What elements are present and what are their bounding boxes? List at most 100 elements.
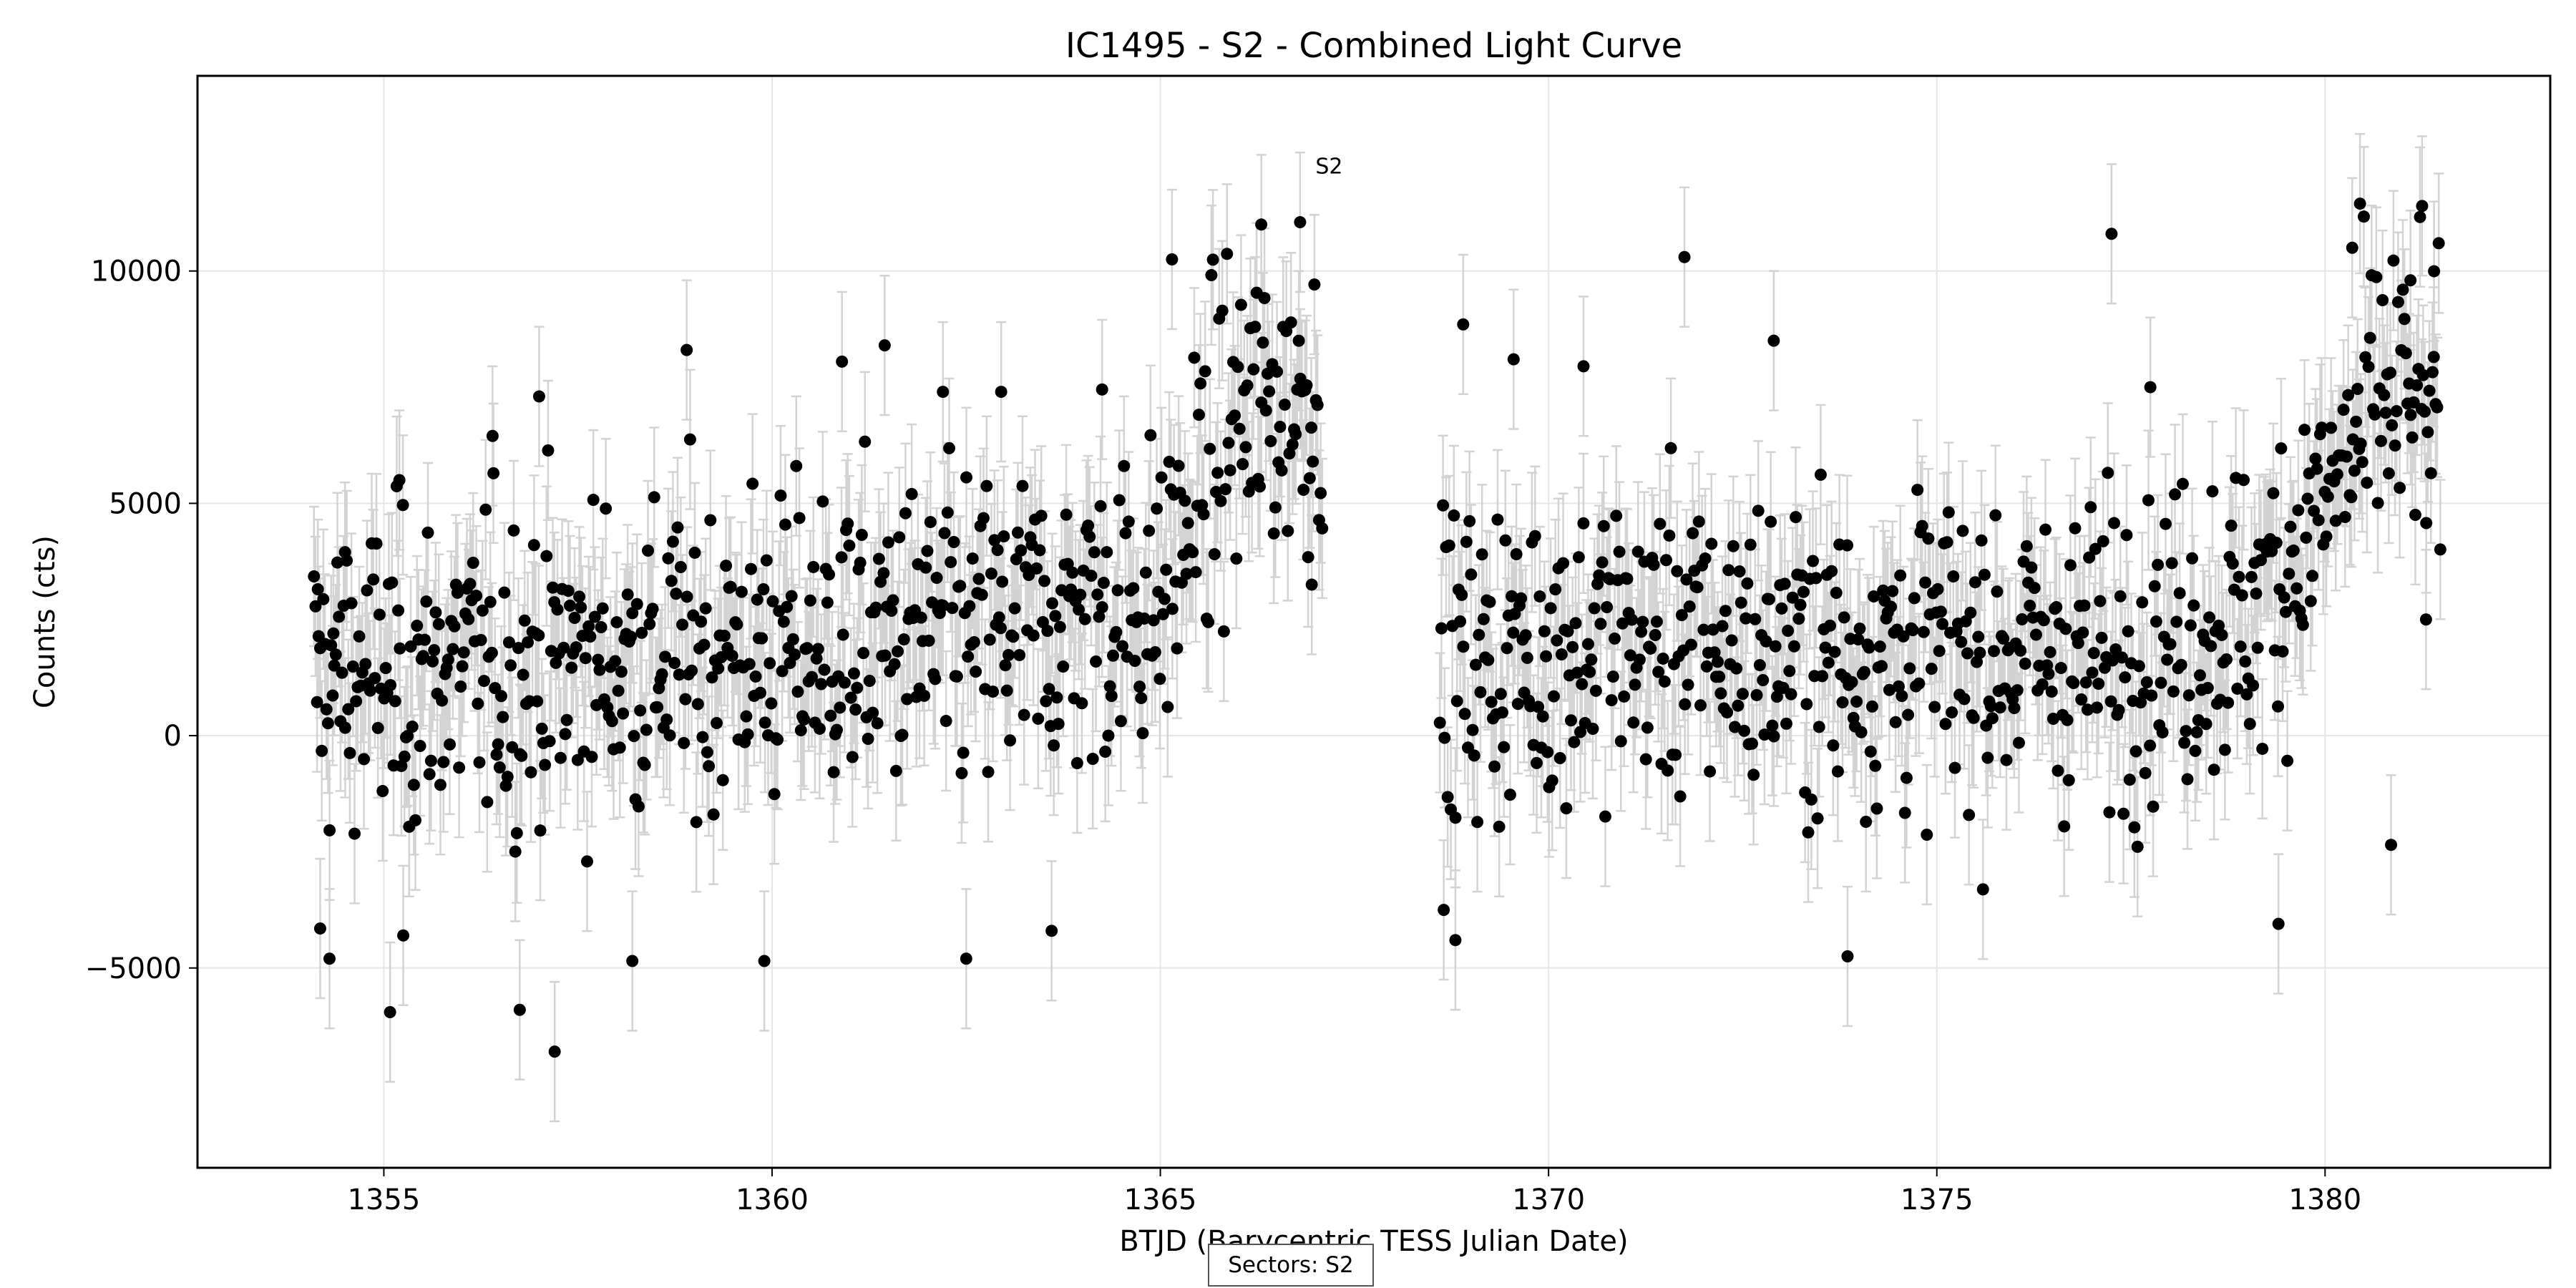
data-point (1473, 628, 1485, 641)
data-point (1594, 618, 1607, 630)
data-point (625, 630, 638, 643)
data-point (1704, 765, 1717, 778)
data-point (350, 695, 363, 708)
data-point (479, 503, 492, 516)
data-point (1694, 699, 1707, 712)
data-point (1725, 634, 1738, 647)
data-point (580, 855, 593, 868)
data-point (507, 524, 520, 537)
data-point (1836, 696, 1849, 709)
data-point (626, 607, 639, 620)
data-point (1669, 748, 1682, 761)
data-point (1274, 421, 1287, 434)
data-point (1249, 321, 1262, 333)
data-point (1239, 441, 1252, 454)
data-point (474, 633, 487, 646)
data-point (1282, 525, 1294, 537)
data-point (1052, 718, 1065, 731)
data-point (1030, 562, 1043, 575)
data-point (1599, 810, 1611, 823)
data-point (1549, 583, 1562, 596)
data-point (1700, 660, 1713, 673)
data-point (1813, 721, 1825, 733)
data-point (1870, 802, 1883, 815)
data-point (1711, 655, 1724, 668)
data-point (467, 557, 479, 570)
data-point (1740, 612, 1752, 625)
data-point (454, 680, 467, 693)
data-point (1831, 765, 1844, 778)
data-point (718, 630, 731, 643)
data-point (320, 703, 333, 716)
data-point (401, 730, 414, 743)
data-point (1574, 726, 1587, 738)
data-point (983, 633, 996, 646)
data-point (1229, 409, 1241, 422)
data-point (600, 502, 613, 515)
data-point (1765, 515, 1777, 528)
data-point (1307, 455, 1319, 468)
data-point (1292, 334, 1305, 347)
data-point (885, 605, 898, 618)
data-point (690, 816, 703, 829)
data-point (1101, 546, 1113, 559)
data-point (1234, 298, 1247, 311)
data-point (1471, 816, 1484, 829)
data-point (746, 477, 759, 490)
data-point (1671, 565, 1684, 577)
data-point (1083, 530, 1096, 543)
data-point (1216, 304, 1229, 317)
data-point (542, 444, 555, 457)
data-point (1483, 595, 1496, 608)
data-point (406, 721, 419, 733)
data-point (960, 471, 972, 484)
data-point (980, 479, 993, 492)
data-point (703, 760, 716, 773)
data-point (794, 724, 807, 737)
data-point (1730, 662, 1743, 675)
data-point (1658, 675, 1671, 688)
data-point (1810, 572, 1823, 585)
data-point (384, 678, 397, 691)
data-point (1038, 575, 1051, 587)
data-point (1438, 731, 1451, 744)
data-point (1931, 582, 1944, 595)
data-point (328, 659, 341, 672)
data-point (1257, 336, 1269, 349)
data-point (726, 650, 738, 663)
data-point (1654, 517, 1667, 530)
data-point (331, 556, 343, 569)
data-point (1610, 509, 1623, 522)
data-point (838, 676, 851, 689)
data-point (1494, 688, 1507, 701)
data-point (688, 546, 701, 559)
data-point (1649, 628, 1662, 641)
data-point (947, 535, 960, 548)
data-point (592, 653, 605, 666)
data-point (1206, 253, 1219, 266)
data-point (683, 433, 696, 446)
data-point (1247, 363, 1260, 376)
data-point (1767, 730, 1780, 743)
data-point (651, 701, 664, 713)
data-point (706, 671, 718, 684)
data-point (1267, 527, 1280, 540)
data-point (1551, 634, 1563, 647)
data-point (1624, 649, 1636, 662)
data-point (871, 717, 884, 730)
data-point (1697, 623, 1710, 636)
data-point (1533, 590, 1546, 603)
data-point (1302, 551, 1314, 564)
data-point (811, 643, 824, 655)
data-point (1778, 577, 1791, 590)
data-point (945, 556, 957, 569)
data-point (1908, 592, 1921, 605)
data-point (1858, 665, 1871, 678)
data-point (1564, 714, 1577, 727)
data-point (342, 703, 355, 716)
data-point (1850, 696, 1863, 708)
data-point (568, 611, 581, 624)
data-point (744, 562, 757, 575)
data-point (506, 741, 519, 753)
data-point (1732, 699, 1745, 712)
